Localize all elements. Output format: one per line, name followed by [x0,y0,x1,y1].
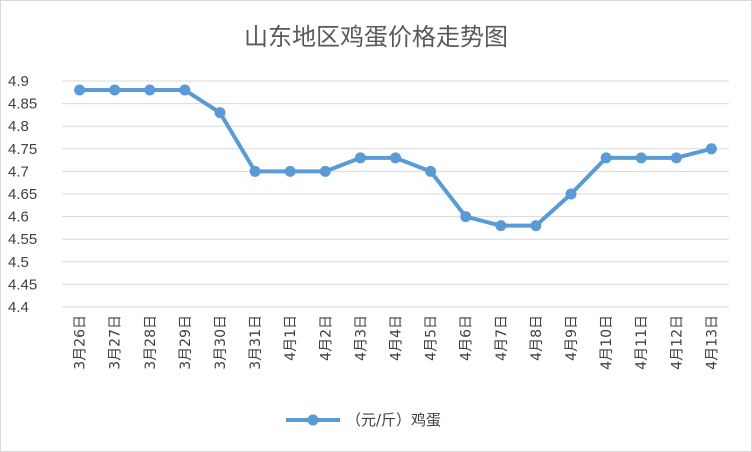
y-tick-label: 4.6 [8,209,29,226]
data-point [144,84,156,96]
data-point [319,165,331,177]
y-tick-label: 4.75 [8,141,37,158]
data-point [214,107,226,119]
y-tick-label: 4.9 [8,73,29,90]
y-tick-label: 4.65 [8,186,37,203]
x-tick-label: 3月29日 [178,315,194,370]
legend: （元/斤）鸡蛋 [286,411,441,429]
y-axis-ticks: 4.4 4.45 4.5 4.55 4.6 4.65 4.7 4.75 4.8 4.85 4.9 [8,73,37,316]
x-tick-label: 3月28日 [143,315,159,370]
y-tick-label: 4.8 [8,118,29,135]
y-tick-label: 4.85 [8,96,37,113]
data-point [284,165,296,177]
x-tick-label: 4月8日 [529,315,545,361]
x-tick-label: 4月3日 [353,315,369,361]
y-tick-label: 4.55 [8,231,37,248]
chart-title: 山东地区鸡蛋价格走势图 [244,23,508,51]
x-axis-ticks: 3月26日 3月27日 3月28日 3月29日 3月30日 3月31日 4月1日 4月2日 4月… [73,315,721,370]
data-point [390,152,401,164]
data-point [425,165,437,177]
x-tick-label: 4月1日 [283,315,299,361]
data-point [460,211,472,223]
x-tick-label: 4月13日 [704,315,720,370]
data-point [354,152,366,164]
series-layer [74,84,717,232]
x-tick-label: 4月11日 [634,315,650,370]
data-point [705,143,717,155]
x-tick-label: 3月30日 [213,315,229,370]
y-tick-label: 4.4 [8,299,29,316]
data-point [109,84,121,96]
data-point [179,84,191,96]
x-tick-label: 4月10日 [599,315,615,370]
data-point [565,188,577,200]
data-point [74,84,86,96]
data-point [670,152,682,164]
y-tick-label: 4.45 [8,276,37,293]
data-point [600,152,612,164]
data-point [635,152,647,164]
x-tick-label: 4月7日 [494,315,510,361]
x-tick-label: 4月12日 [669,315,685,370]
legend-label: （元/斤）鸡蛋 [346,411,441,429]
data-point [249,165,261,177]
x-tick-label: 4月6日 [459,315,475,361]
data-point [530,220,542,232]
y-tick-label: 4.5 [8,254,29,271]
data-point [495,220,507,232]
x-tick-label: 4月2日 [318,315,334,361]
x-tick-label: 4月5日 [424,315,440,361]
x-tick-label: 3月27日 [108,315,124,370]
x-tick-label: 4月9日 [564,315,580,361]
x-tick-label: 3月31日 [248,315,264,370]
x-tick-label: 3月26日 [73,315,89,370]
legend-point-marker [307,414,319,426]
y-tick-label: 4.7 [8,163,29,180]
x-tick-label: 4月4日 [389,315,405,361]
grid-lines [62,80,729,308]
